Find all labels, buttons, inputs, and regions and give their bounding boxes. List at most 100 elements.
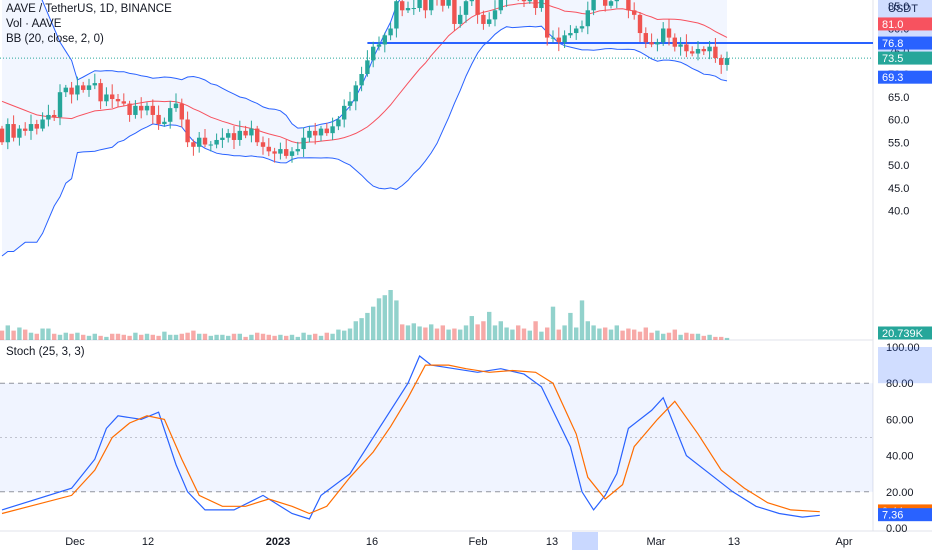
volume-bar: [353, 321, 358, 340]
volume-bar: [110, 333, 115, 340]
volume-bar: [498, 321, 503, 340]
candle-body: [608, 1, 614, 6]
candle-body: [701, 48, 706, 52]
candle-body: [92, 83, 97, 86]
horizontal-line-drawing[interactable]: [0, 42, 873, 59]
volume-bar: [57, 334, 63, 340]
volume-bar: [278, 334, 283, 340]
volume-bar: [405, 325, 411, 340]
stoch-badge: [878, 508, 932, 522]
candle-body: [446, 0, 451, 6]
bb-background: [2, 0, 727, 256]
volume-bar: [672, 329, 677, 340]
candle-body: [423, 0, 428, 11]
time-axis[interactable]: Dec 12 2023 16 Feb 13 Mar 13 Apr: [65, 532, 853, 550]
candle-body: [28, 124, 34, 131]
volume-bar: [63, 332, 68, 340]
price-badge: [878, 326, 932, 340]
volume-bar: [23, 329, 28, 340]
volume-bar: [434, 328, 440, 340]
time-label: Apr: [835, 536, 852, 548]
candlestick-series[interactable]: [0, 0, 730, 163]
stoch-tick-label: 40.00: [886, 451, 914, 463]
candle-body: [365, 60, 370, 74]
volume-bar: [86, 335, 92, 340]
candle-body: [115, 99, 121, 102]
candle-body: [655, 42, 660, 45]
volume-bar: [214, 334, 219, 340]
candle-body: [411, 8, 416, 10]
time-label: 12: [142, 536, 154, 548]
candle-body: [144, 105, 150, 111]
volume-bar: [284, 335, 289, 340]
candle-body: [417, 0, 422, 9]
volume-bar: [197, 333, 202, 340]
stoch-legend-label[interactable]: Stoch (25, 3, 3): [6, 346, 85, 358]
volume-bar: [562, 325, 567, 340]
candle-body: [458, 14, 463, 24]
price-badges: 92.781.076.873.569.320.739K9.447.36: [878, 0, 932, 522]
candle-body: [249, 128, 254, 136]
candle-body: [133, 105, 138, 115]
volume-legend[interactable]: Vol · AAVE: [6, 18, 62, 30]
candle-body: [585, 10, 590, 27]
candle-body: [498, 0, 503, 11]
stoch-axis[interactable]: 100.00 80.00 60.00 40.00 20.00 0.00: [886, 342, 920, 535]
candle-body: [359, 74, 364, 86]
candle-body: [533, 0, 538, 9]
candle-body: [724, 58, 730, 65]
volume-bar: [168, 334, 173, 340]
bb-lower-line: [1, 25, 728, 257]
volume-bars: [0, 290, 730, 340]
candle-body: [69, 87, 74, 95]
price-tick-label: 55.0: [888, 137, 909, 149]
volume-bar: [649, 332, 654, 340]
stochastic-pane[interactable]: [0, 355, 873, 520]
volume-bar: [719, 336, 724, 340]
volume-bar: [574, 327, 579, 340]
candle-body: [400, 1, 405, 11]
stoch-tick-label: 20.00: [886, 487, 914, 499]
bb-legend[interactable]: BB (20, close, 2, 0): [6, 33, 104, 45]
bb-basis-line: [1, 1, 728, 144]
volume-bar: [487, 311, 492, 340]
candle-body: [46, 114, 51, 120]
candle-body: [347, 101, 353, 106]
volume-bar: [545, 327, 550, 340]
candle-body: [376, 44, 382, 47]
candle-body: [318, 128, 324, 136]
volume-bar: [52, 333, 57, 340]
volume-bar: [579, 300, 585, 340]
volume-bar: [446, 329, 451, 340]
volume-bar: [429, 324, 434, 340]
volume-bar: [191, 330, 196, 340]
candle-body: [626, 0, 631, 11]
volume-bar: [452, 328, 457, 340]
candle-body: [295, 149, 300, 152]
volume-bar: [307, 334, 312, 340]
candle-body: [527, 0, 532, 2]
volume-bar: [394, 300, 399, 340]
price-tick-label: 45.0: [888, 183, 909, 195]
candle-body: [127, 103, 132, 115]
price-badge: [878, 17, 932, 31]
candle-body: [301, 137, 306, 150]
volume-bar: [614, 325, 619, 340]
candle-body: [168, 108, 173, 122]
candle-body: [40, 119, 45, 129]
candle-body: [632, 10, 637, 15]
price-tick-label: 85.0: [888, 1, 909, 13]
volume-bar: [144, 333, 150, 340]
stoch-line-d: [1, 364, 820, 515]
symbol-title[interactable]: AAVE / TetherUS, 1D, BINANCE: [6, 3, 172, 15]
candle-body: [637, 14, 643, 34]
volume-bar: [92, 333, 97, 340]
candle-body: [226, 133, 231, 138]
volume-bar: [226, 335, 231, 340]
time-highlight: [572, 532, 598, 550]
volume-bar: [440, 325, 445, 340]
volume-bar: [133, 332, 138, 340]
price-tick-label: 50.0: [888, 160, 909, 172]
candle-body: [545, 0, 550, 38]
